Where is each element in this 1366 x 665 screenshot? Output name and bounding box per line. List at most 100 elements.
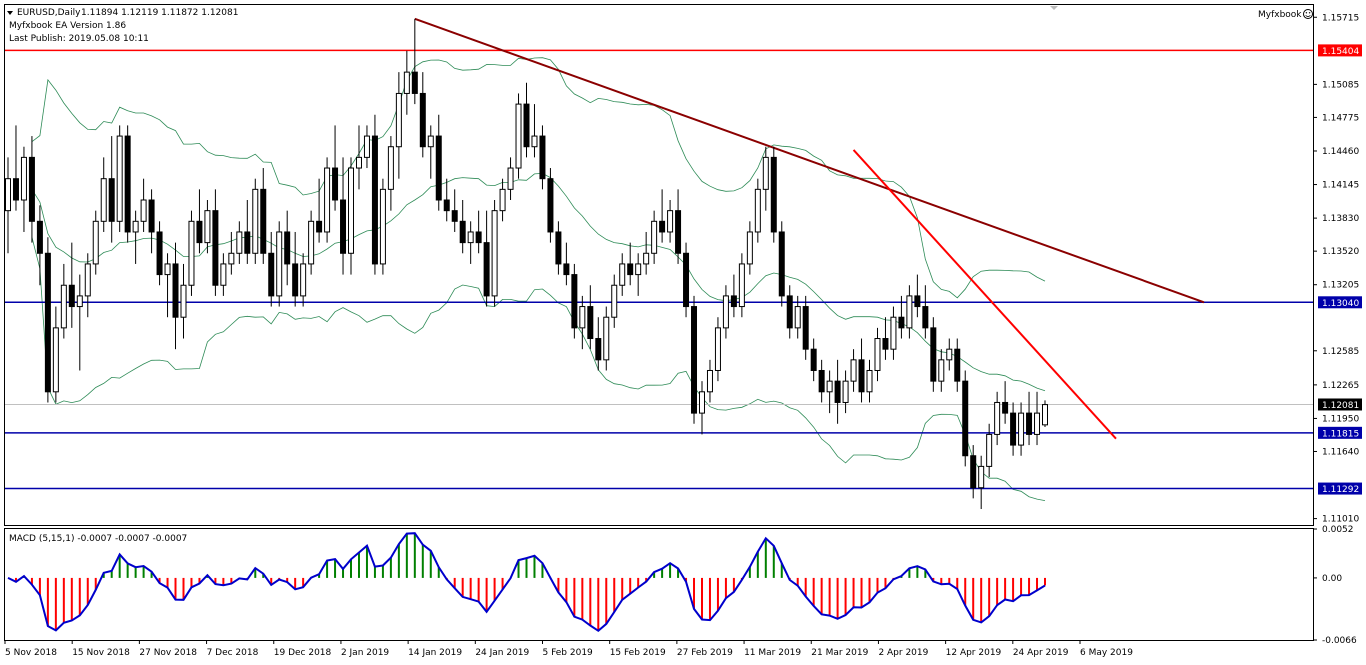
candle-body: [236, 231, 243, 254]
candle-body: [595, 338, 602, 361]
candle-body: [276, 231, 283, 297]
candle-body: [180, 284, 187, 318]
candle-body: [332, 167, 339, 201]
candle-body: [762, 156, 769, 190]
candle-body: [12, 178, 19, 201]
candle-body: [284, 231, 291, 265]
smiley-icon: [1303, 9, 1313, 19]
price-badge-label: 1.11815: [1322, 429, 1359, 439]
candle-body: [324, 167, 331, 233]
candle-body: [770, 156, 777, 233]
time-tick-label: 14 Jan 2019: [408, 648, 462, 658]
candle-body: [204, 210, 211, 244]
candle-body: [212, 210, 219, 286]
candle-body: [1026, 412, 1033, 435]
time-tick-label: 6 May 2019: [1080, 648, 1133, 658]
candle-body: [348, 167, 355, 254]
candle-body: [635, 263, 642, 276]
macd-signal-line: [7, 532, 1046, 633]
candle-body: [244, 231, 251, 254]
candle-body: [898, 316, 905, 329]
candle-body: [300, 263, 307, 297]
collapse-arrow-icon[interactable]: [7, 11, 13, 15]
last-publish: Last Publish: 2019.05.08 10:11: [9, 34, 149, 44]
candlesticks: [5, 18, 1048, 510]
time-axis: 5 Nov 2018 15 Nov 2018 27 Nov 2018 7 Dec 20…: [4, 640, 1133, 658]
candle-body: [132, 220, 139, 233]
candle-body: [1010, 412, 1017, 446]
candle-body: [842, 380, 849, 403]
trendlines[interactable]: [414, 17, 1205, 440]
candle-body: [316, 220, 323, 233]
candle-body: [874, 338, 881, 371]
candle-body: [866, 369, 873, 393]
price-tick-label: 1.12265: [1322, 381, 1359, 391]
candle-body: [196, 220, 203, 244]
candle-body: [914, 295, 921, 308]
candle-body: [611, 284, 618, 318]
trendline-0: [414, 17, 1205, 304]
candle-body: [794, 306, 801, 329]
candle-body: [379, 188, 386, 265]
candle-body: [268, 252, 275, 297]
main-panel-border: [4, 4, 1314, 526]
macd-tick-label: 0.0052: [1322, 525, 1354, 535]
candle-body: [5, 178, 11, 212]
price-tick-label: 1.11640: [1322, 447, 1359, 457]
candle-body: [36, 220, 43, 254]
candle-body: [355, 156, 362, 169]
price-badge: [1318, 482, 1362, 495]
price-tick-label: 1.11950: [1322, 414, 1359, 424]
scroll-marker-icon[interactable]: [1050, 6, 1058, 10]
candle-body: [746, 231, 753, 265]
price-badge: [1318, 44, 1362, 57]
bb-middle: [31, 172, 1046, 392]
candle-body: [587, 306, 594, 340]
candle-body: [810, 348, 817, 371]
time-tick-label: 24 Jan 2019: [475, 648, 529, 658]
bb-upper: [31, 57, 1046, 299]
candle-body: [850, 359, 857, 382]
candle-body: [427, 135, 434, 148]
macd-histogram: 0.0052 0.00 -0.0066: [7, 525, 1357, 646]
candle-body: [754, 188, 761, 233]
candle-body: [714, 327, 721, 371]
brand-label: Myfxbook: [1258, 10, 1302, 20]
candle-body: [722, 295, 729, 329]
candle-body: [890, 316, 897, 350]
candle-body: [706, 369, 713, 393]
horizontal-levels[interactable]: [5, 49, 1313, 490]
candle-body: [826, 380, 833, 393]
candle-body: [698, 391, 705, 414]
candle-body: [84, 263, 91, 297]
candle-body: [1034, 412, 1041, 435]
candle-body: [443, 199, 450, 212]
time-tick-label: 11 Mar 2019: [744, 648, 801, 658]
candle-body: [802, 306, 809, 350]
candle-body: [116, 135, 123, 222]
candle-body: [308, 220, 315, 265]
price-tick-label: 1.13205: [1322, 281, 1359, 291]
candle-body: [403, 71, 410, 94]
candle-body: [100, 178, 107, 222]
candle-body: [994, 401, 1001, 435]
price-tick-label: 1.12585: [1322, 347, 1359, 357]
price-tick-label: 1.15085: [1322, 80, 1359, 90]
candle-body: [108, 178, 115, 222]
time-tick-label: 7 Dec 2018: [207, 648, 259, 658]
price-tick-label: 1.14775: [1322, 113, 1359, 123]
candle-body: [858, 359, 865, 393]
candle-body: [76, 295, 83, 308]
candle-body: [603, 316, 610, 361]
price-badge: [1318, 296, 1362, 309]
candle-body: [124, 135, 131, 233]
candle-body: [906, 295, 913, 329]
candle-body: [922, 306, 929, 329]
symbol-label: EURUSD,Daily: [17, 8, 81, 18]
candle-body: [667, 210, 674, 233]
candle-body: [1018, 412, 1025, 446]
candle-body: [778, 231, 785, 297]
candle-body: [507, 167, 514, 190]
price-badge: [1318, 398, 1362, 411]
